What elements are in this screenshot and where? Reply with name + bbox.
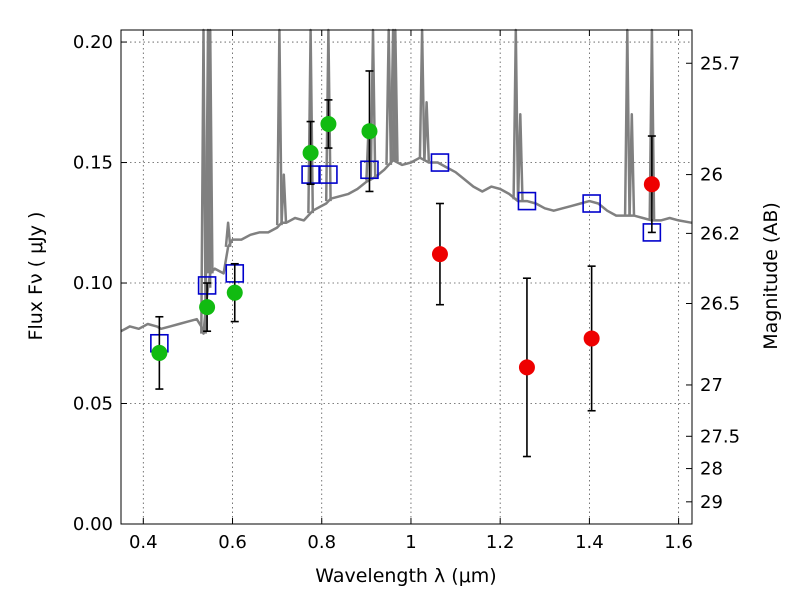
- y-right-tick-label: 28: [700, 459, 723, 480]
- emission-line: [628, 113, 636, 216]
- x-tick-label: 1.2: [486, 532, 515, 553]
- model-band-fluxes-square: [430, 153, 450, 172]
- data-markers: [150, 70, 662, 458]
- observed-optical-point: [320, 115, 337, 132]
- axis-ticks: 0.4 0.6 0.8 1 1.2 1.4 1.6 0.00 0.05 0.10 0.15 0.20 2…: [73, 30, 740, 553]
- y-right-tick-label: 29: [700, 492, 723, 513]
- y-tick-label: 0.10: [73, 273, 113, 294]
- model-band-fluxes-square: [319, 165, 338, 184]
- model-band-fluxes-square: [517, 191, 537, 211]
- model-band-fluxes-square: [582, 194, 601, 213]
- y-axis-right-label: Magnitude (AB): [760, 202, 782, 350]
- x-tick-label: 1.4: [575, 532, 604, 553]
- emission-line: [516, 113, 524, 202]
- emission-line: [200, 28, 207, 334]
- observed-optical-point: [151, 344, 168, 361]
- emission-line: [275, 28, 283, 226]
- y-tick-label: 0.20: [73, 32, 113, 53]
- observed-infrared-point: [643, 176, 660, 193]
- observed-optical-point: [361, 123, 378, 140]
- emission-line: [418, 28, 426, 159]
- x-axis-label: Wavelength λ (μm): [315, 565, 496, 587]
- y-axis-label: Flux Fν ( μJy ): [25, 212, 47, 341]
- y-right-tick-label: 26.2: [700, 223, 740, 244]
- x-tick-label: 0.6: [218, 532, 247, 553]
- emission-line: [623, 28, 631, 216]
- y-right-tick-label: 26.5: [700, 294, 740, 315]
- x-tick-label: 1.6: [664, 532, 693, 553]
- y-tick-label: 0.05: [73, 394, 113, 415]
- observed-optical-point: [199, 299, 216, 316]
- emission-line: [512, 28, 520, 200]
- observed-infrared-point: [431, 246, 448, 263]
- emission-line: [369, 28, 377, 179]
- x-tick-label: 0.4: [129, 532, 158, 553]
- x-tick-label: 0.8: [307, 532, 336, 553]
- y-right-tick-label: 26: [700, 165, 723, 186]
- observed-optical-point: [226, 284, 243, 301]
- y-right-tick-label: 27: [700, 375, 723, 396]
- emission-line: [280, 173, 288, 223]
- plot-frame: [120, 29, 693, 525]
- x-tick-label: 1: [405, 532, 416, 553]
- observed-infrared-point: [518, 359, 535, 376]
- observed-infrared-point: [583, 330, 600, 347]
- y-tick-label: 0.15: [73, 153, 113, 174]
- y-tick-label: 0.00: [73, 514, 113, 535]
- y-right-tick-label: 25.7: [700, 53, 740, 74]
- emission-line: [423, 101, 431, 162]
- y-right-tick-label: 27.5: [700, 426, 740, 447]
- observed-optical-point: [302, 144, 319, 161]
- emission-line: [224, 221, 232, 248]
